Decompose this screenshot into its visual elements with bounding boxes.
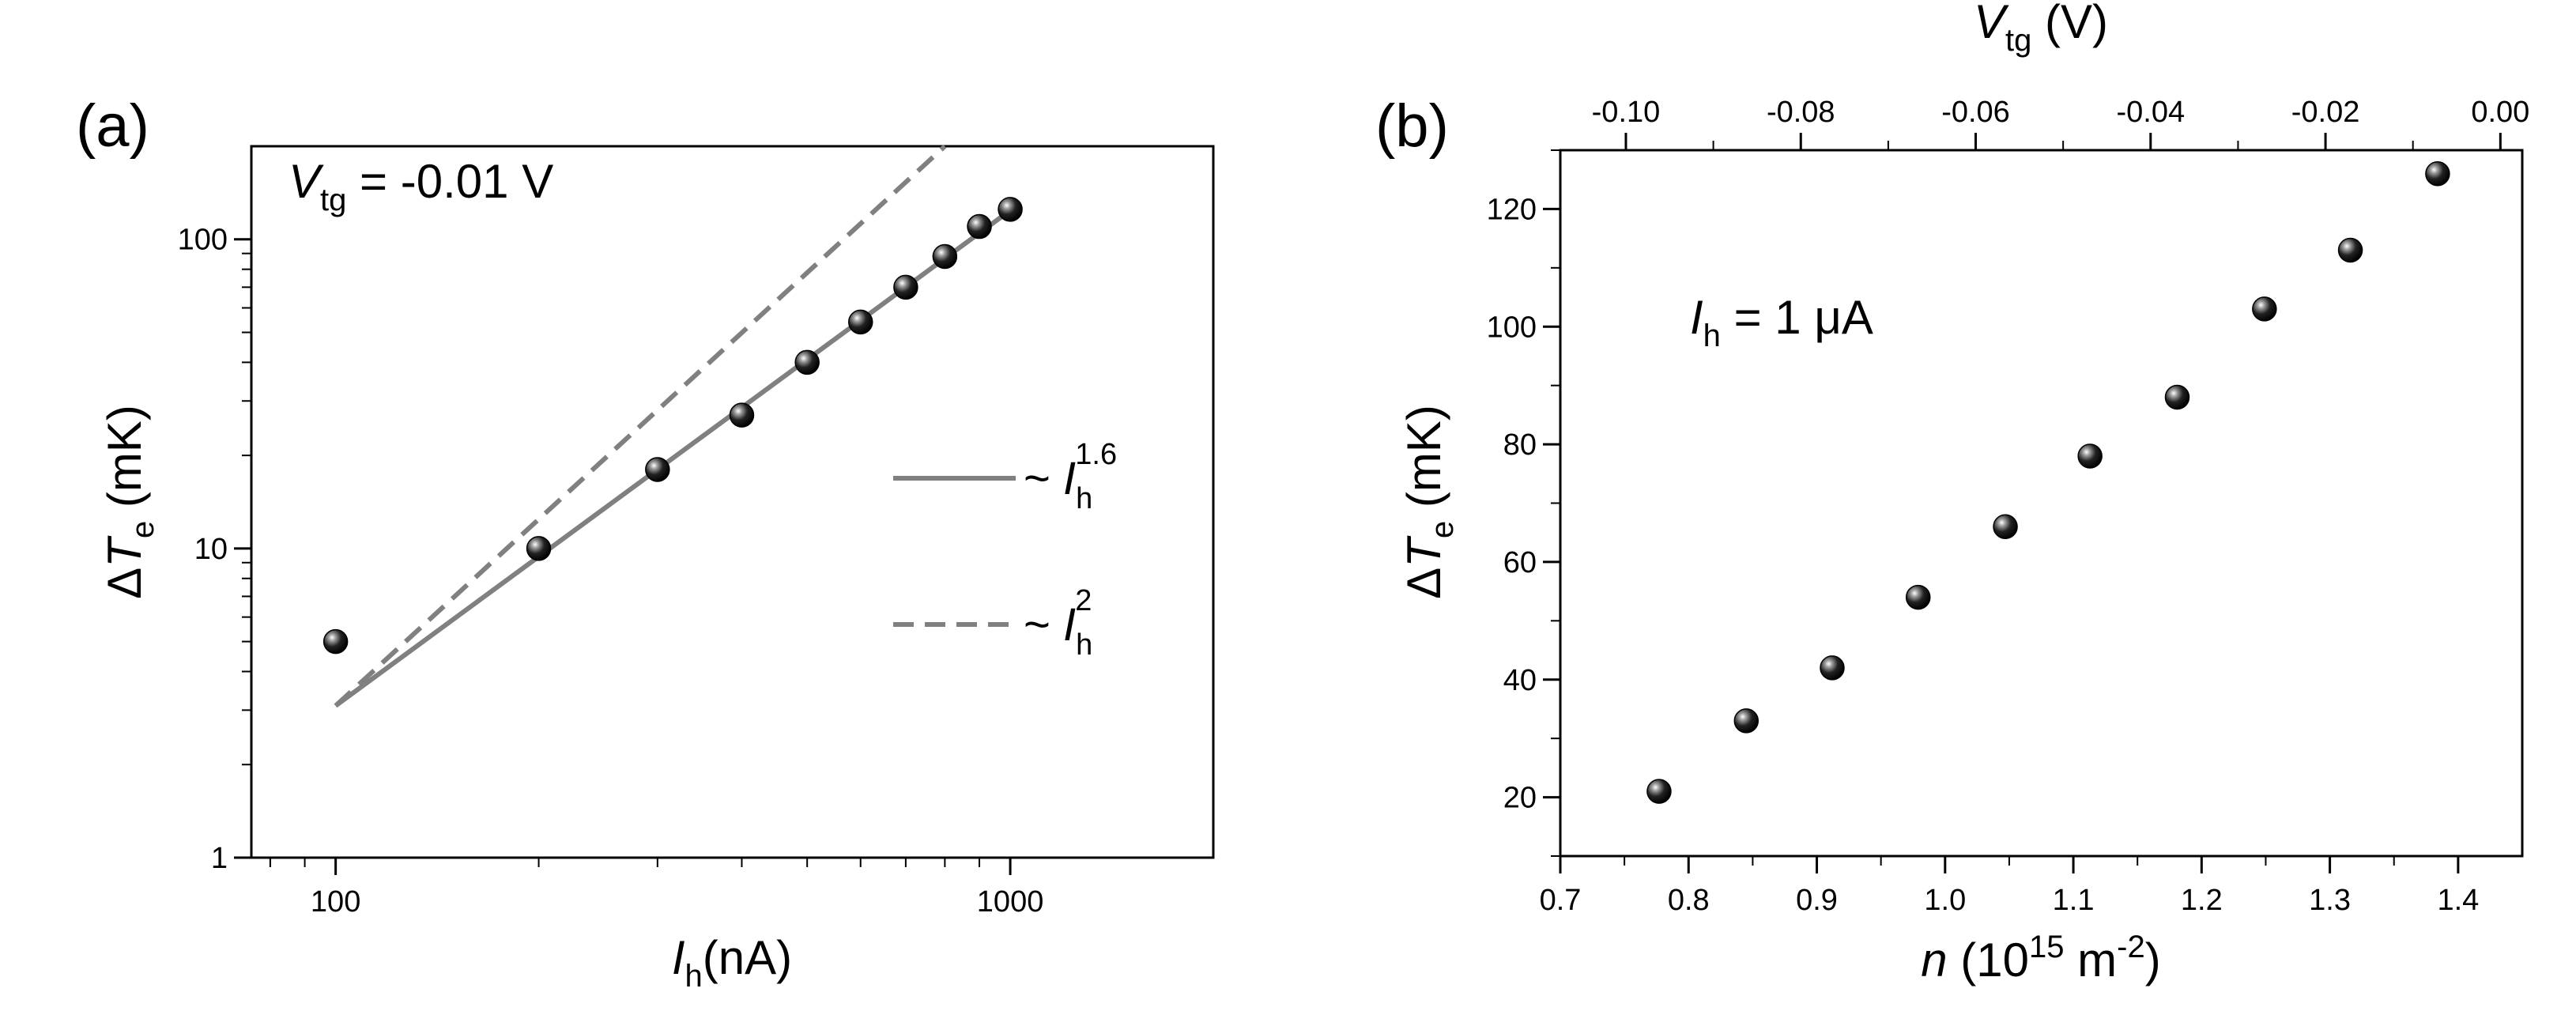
- y-tick-label-a: 10: [194, 533, 228, 566]
- data-point-b: [1733, 708, 1759, 734]
- axis-ticks-b: 0.7 0.8 0.9 1.0 1.1 1.2 1.3 1.4 20 40 60 80 100 120 -0…: [1487, 96, 2530, 917]
- top-tick-label-b: -0.08: [1767, 96, 1835, 129]
- data-point-b: [2164, 384, 2190, 410]
- data-point-b: [1646, 779, 1672, 804]
- top-tick-label-b: 0.00: [2471, 96, 2529, 129]
- y-tick-label-a: 100: [178, 224, 228, 257]
- top-tick-label-b: -0.02: [2291, 96, 2360, 129]
- x-tick-label-b: 1.3: [2309, 884, 2351, 917]
- data-point-a: [645, 457, 670, 482]
- data-point-b: [2337, 237, 2363, 263]
- x-tick-label-a: 100: [311, 885, 360, 919]
- panel-a: (a) 100 1000 1 10 100 ~ Ih1.6 ~ Ih2 Vtg = -0.…: [76, 92, 1215, 994]
- plot-frame-a: [250, 145, 1215, 859]
- data-point-a: [322, 628, 349, 655]
- y-tick-label-b: 20: [1503, 782, 1537, 815]
- series-a: [322, 144, 1023, 708]
- y-tick-label-b: 120: [1487, 193, 1537, 226]
- data-point-a: [967, 213, 992, 240]
- plot-frame-b: [1559, 149, 2524, 858]
- data-point-a: [893, 274, 918, 300]
- x-tick-label-b: 0.9: [1796, 884, 1838, 917]
- data-point-a: [794, 349, 820, 375]
- x-tick-label-b: 1.2: [2181, 884, 2223, 917]
- data-point-a: [729, 402, 755, 428]
- y-tick-label-b: 60: [1503, 546, 1537, 579]
- y-tick-label-b: 100: [1487, 311, 1537, 344]
- y-tick-label-b: 80: [1503, 428, 1537, 462]
- data-point-a: [932, 243, 958, 270]
- top-tick-label-b: -0.10: [1592, 96, 1661, 129]
- fit-line-quadratic: [334, 144, 947, 708]
- legend-a: ~ Ih1.6 ~ Ih2: [893, 438, 1117, 662]
- top-axis-title-b: Vtg (V): [1974, 0, 2108, 58]
- panel-label-b: (b): [1375, 92, 1449, 160]
- data-point-b: [1820, 655, 1845, 681]
- series-b: [1646, 161, 2450, 804]
- y-axis-title-a: ΔTe (mK): [98, 405, 160, 599]
- data-point-a: [847, 309, 873, 335]
- data-point-b: [1993, 514, 2018, 540]
- legend-label: ~ Ih2: [1024, 584, 1092, 662]
- axis-ticks-a: 100 1000 1 10 100: [178, 224, 1044, 919]
- panel-label-a: (a): [76, 92, 149, 160]
- data-point-b: [2077, 443, 2103, 469]
- panel-b: (b) 0.7 0.8 0.9 1.0 1.1 1.2 1.3 1.4 20 40 60 80 100 1…: [1375, 0, 2529, 986]
- x-tick-label-b: 1.1: [2053, 884, 2095, 917]
- data-point-b: [2425, 161, 2450, 187]
- y-axis-title-b: ΔTe (mK): [1397, 405, 1460, 599]
- x-tick-label-b: 0.7: [1540, 884, 1582, 917]
- x-tick-label-b: 0.8: [1668, 884, 1710, 917]
- top-tick-label-b: -0.04: [2116, 96, 2185, 129]
- data-point-b: [1905, 584, 1931, 610]
- data-point-b: [2252, 296, 2277, 322]
- x-tick-label-b: 1.0: [1924, 884, 1966, 917]
- y-tick-label-a: 1: [211, 842, 228, 875]
- data-point-a: [998, 197, 1023, 222]
- x-tick-label-b: 1.4: [2437, 884, 2479, 917]
- annotation-ih: Ih = 1 μA: [1690, 291, 1873, 353]
- x-axis-title-a: Ih(nA): [672, 931, 792, 994]
- y-tick-label-b: 40: [1503, 664, 1537, 697]
- top-tick-label-b: -0.06: [1941, 96, 2010, 129]
- annotation-vtg: Vtg = -0.01 V: [289, 155, 553, 217]
- x-axis-title-b: n (1015 m-2): [1921, 930, 2160, 986]
- legend-label: ~ Ih1.6: [1024, 438, 1117, 515]
- x-tick-label-a: 1000: [977, 885, 1044, 919]
- data-point-a: [526, 536, 552, 561]
